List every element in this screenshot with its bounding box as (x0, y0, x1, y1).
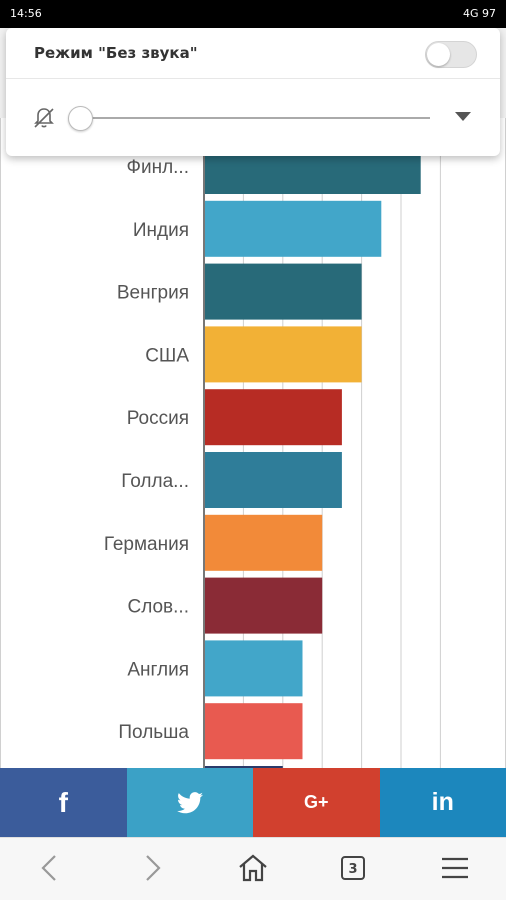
home-icon[interactable] (235, 850, 271, 886)
bell-off-icon (34, 108, 54, 128)
status-indicators: 4G 97 (462, 7, 496, 20)
category-label: Финл... (127, 157, 189, 178)
share-bar: f G+ in (0, 768, 506, 837)
triangle-down-icon[interactable] (455, 112, 471, 121)
linkedin-icon: in (431, 788, 454, 816)
linkedin-share-button[interactable]: in (379, 768, 506, 837)
status-bar: 14:56 4G 97 (0, 0, 506, 28)
tabs-icon[interactable]: 3 (335, 850, 371, 886)
bar (204, 200, 382, 257)
volume-slider-track[interactable] (82, 117, 430, 119)
bar (204, 703, 303, 760)
browser-nav-bar: 3 (0, 837, 506, 900)
silent-mode-toggle[interactable] (425, 41, 477, 68)
category-label: Германия (104, 534, 189, 555)
twitter-icon (176, 791, 203, 813)
bar (204, 326, 362, 383)
chart-container: Финл... Индия Венгрия США Россия Голла... Герм… (0, 118, 506, 768)
tab-count: 3 (348, 862, 357, 877)
bar (204, 452, 342, 508)
toggle-knob (427, 43, 450, 66)
toggle-row (6, 38, 500, 72)
category-label: Россия (127, 408, 189, 429)
bar (204, 577, 323, 634)
category-label: США (145, 345, 189, 366)
facebook-icon: f (58, 786, 68, 818)
twitter-share-button[interactable] (126, 768, 253, 837)
bar (204, 263, 362, 320)
notification-title: Режим "Без звука" (34, 44, 198, 62)
bar (204, 766, 283, 768)
volume-slider-knob[interactable] (68, 106, 93, 131)
silent-mode-notification: Режим "Без звука" (6, 28, 500, 156)
facebook-share-button[interactable]: f (0, 768, 127, 837)
forward-icon[interactable] (133, 850, 169, 886)
category-label: Индия (133, 220, 189, 241)
menu-icon[interactable] (437, 850, 473, 886)
category-label: Польша (118, 722, 189, 743)
bar (204, 389, 342, 446)
bar-chart: Финл... Индия Венгрия США Россия Голла... Герм… (104, 128, 441, 768)
bar (204, 640, 303, 697)
bar (204, 514, 323, 571)
google-plus-share-button[interactable]: G+ (253, 768, 380, 837)
google-plus-icon: G+ (303, 792, 329, 812)
category-label: Слов... (127, 597, 189, 618)
back-icon[interactable] (33, 850, 69, 886)
status-time: 14:56 (10, 7, 42, 20)
category-label: Голла... (121, 471, 189, 492)
category-label: Венгрия (117, 283, 189, 304)
notification-divider (6, 78, 500, 79)
category-label: Англия (127, 659, 189, 680)
